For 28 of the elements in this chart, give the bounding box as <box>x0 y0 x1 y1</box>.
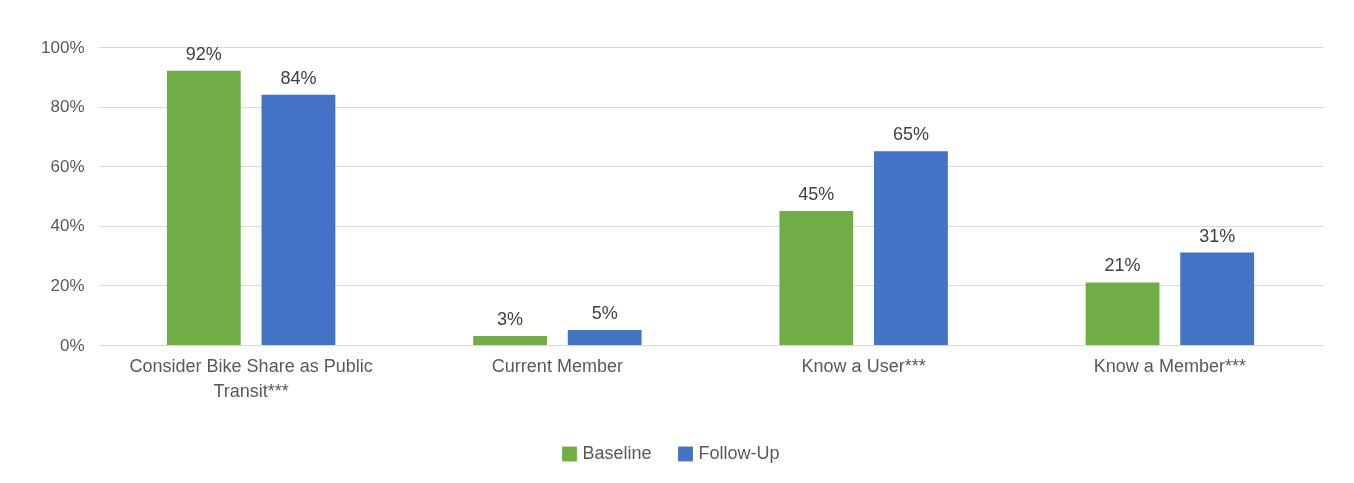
data-label: 92% <box>185 43 222 64</box>
y-tick-label: 40% <box>50 216 85 236</box>
bar <box>261 94 336 345</box>
x-tick-label: Know a Member*** <box>1093 355 1246 376</box>
bar <box>1180 252 1255 345</box>
y-tick-label: 60% <box>50 156 85 176</box>
x-tick-label: Current Member <box>491 355 623 376</box>
bar <box>166 70 241 345</box>
legend-label: Follow-Up <box>698 443 780 463</box>
x-tick-label: Know a User*** <box>801 355 926 376</box>
legend-label: Baseline <box>582 443 652 463</box>
y-tick-label: 20% <box>50 275 85 295</box>
y-tick-label: 80% <box>50 97 85 117</box>
bar <box>567 330 642 345</box>
bar <box>779 210 854 345</box>
bar <box>1085 282 1160 345</box>
bar <box>473 336 547 345</box>
bar <box>874 151 948 345</box>
x-tick-label: Consider Bike Share as Public Transit*** <box>129 355 373 401</box>
y-tick-label: 100% <box>41 37 85 57</box>
data-label: 84% <box>280 67 317 88</box>
data-label: 45% <box>798 183 835 204</box>
data-label: 5% <box>591 303 618 324</box>
data-label: 3% <box>497 309 524 330</box>
data-label: 31% <box>1199 225 1236 246</box>
data-label: 21% <box>1104 255 1141 276</box>
y-tick-label: 0% <box>59 335 85 355</box>
data-label: 65% <box>892 124 929 145</box>
